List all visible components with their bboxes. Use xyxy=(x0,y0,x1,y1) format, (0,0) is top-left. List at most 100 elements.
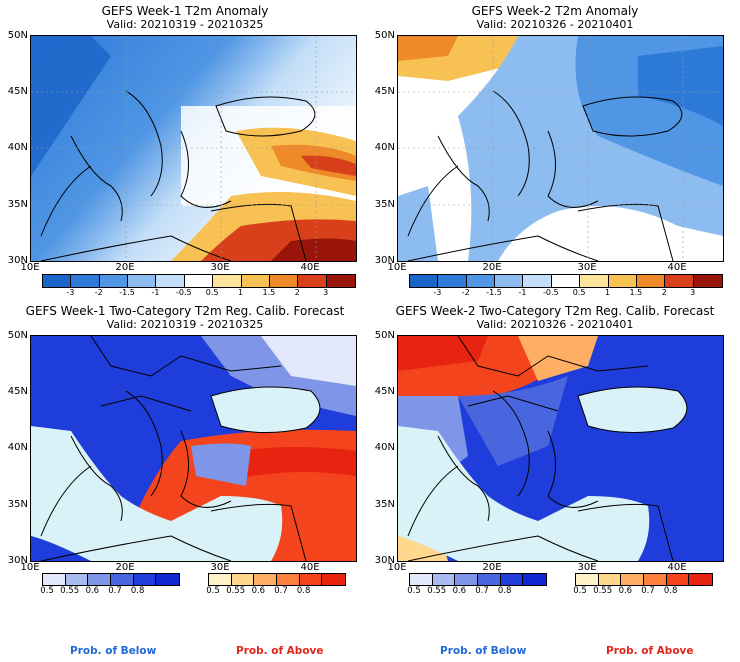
lon-label: 20E xyxy=(115,262,135,273)
colorbar-swatch xyxy=(665,275,694,287)
colorbar-tick-label: -1.5 xyxy=(486,288,502,297)
prob-above-colorbar xyxy=(208,573,346,586)
colorbar-swatch xyxy=(523,275,552,287)
colorbar-swatch xyxy=(689,574,712,585)
lon-label: 30E xyxy=(210,262,230,273)
colorbar-tick-label: 0.6 xyxy=(251,586,266,596)
colorbar-swatch xyxy=(213,275,242,287)
panel-title: GEFS Week-2 T2m Anomaly xyxy=(471,4,639,18)
colorbar-swatch xyxy=(133,574,157,585)
lon-label: 20E xyxy=(482,562,502,573)
colorbar-tick-label: 0.8 xyxy=(130,586,145,596)
panel-week1-probability: GEFS Week-1 Two-Category T2m Reg. Calib.… xyxy=(0,300,370,600)
lat-label: 45N xyxy=(7,86,28,97)
lat-label: 35N xyxy=(374,199,395,210)
colorbar-tick-label: -3 xyxy=(433,288,442,297)
colorbar-swatch xyxy=(99,275,129,287)
colorbar-swatch xyxy=(643,574,667,585)
lat-label: 50N xyxy=(7,330,28,341)
colorbar-swatch xyxy=(231,574,255,585)
panel-title: GEFS Week-1 Two-Category T2m Reg. Calib.… xyxy=(25,304,345,318)
lat-label: 50N xyxy=(374,30,395,41)
colorbar-tick-label: 1 xyxy=(237,288,244,297)
colorbar-swatch xyxy=(254,574,277,585)
prob-above-colorbar xyxy=(575,573,713,586)
map-week1-probability xyxy=(30,335,357,562)
lon-label: 40E xyxy=(667,562,687,573)
colorbar-swatch xyxy=(276,574,300,585)
prob-below-legend: Prob. of Below xyxy=(70,645,157,657)
colorbar-swatch xyxy=(184,275,214,287)
panel-valid: Valid: 20210319 - 20210325 xyxy=(106,18,264,31)
anomaly-colorbar xyxy=(409,274,723,288)
lat-label: 35N xyxy=(7,499,28,510)
lon-label: 30E xyxy=(577,262,597,273)
lat-label: 45N xyxy=(374,86,395,97)
colorbar-tick-label: 2 xyxy=(661,288,667,297)
panel-title: GEFS Week-2 Two-Category T2m Reg. Calib.… xyxy=(395,304,715,318)
lat-label: 35N xyxy=(374,499,395,510)
colorbar-tick-label: 0.7 xyxy=(641,586,655,596)
colorbar-tick-label: -0.5 xyxy=(176,288,192,297)
panel-valid: Valid: 20210319 - 20210325 xyxy=(106,318,264,331)
lat-label: 35N xyxy=(7,199,28,210)
colorbar-swatch xyxy=(299,574,323,585)
lat-label: 30N xyxy=(374,555,395,566)
colorbar-swatch xyxy=(580,275,609,287)
colorbar-swatch xyxy=(598,574,622,585)
lat-label: 40N xyxy=(7,142,28,153)
colorbar-swatch xyxy=(110,574,134,585)
colorbar-tick-label: 0.8 xyxy=(296,586,311,596)
panel-title: GEFS Week-1 T2m Anomaly xyxy=(101,4,269,18)
colorbar-tick-label: 3 xyxy=(323,288,329,297)
colorbar-tick-label: -1 xyxy=(518,288,527,297)
map-week2-anomaly xyxy=(397,35,724,262)
lat-label: 50N xyxy=(374,330,395,341)
colorbar-swatch xyxy=(88,574,111,585)
colorbar-tick-label: -2 xyxy=(94,288,103,297)
colorbar-swatch xyxy=(156,574,179,585)
colorbar-tick-label: 0.6 xyxy=(452,586,467,596)
colorbar-swatch xyxy=(636,275,666,287)
colorbar-tick-label: 0.6 xyxy=(618,586,633,596)
lon-label: 30E xyxy=(210,562,230,573)
lon-label: 10E xyxy=(387,262,407,273)
lon-label: 10E xyxy=(20,262,40,273)
colorbar-swatch xyxy=(666,574,690,585)
prob-below-legend: Prob. of Below xyxy=(440,645,527,657)
colorbar-tick-label: 0.5 xyxy=(572,288,586,297)
colorbar-tick-label: 0.55 xyxy=(226,586,246,596)
prob-above-legend: Prob. of Above xyxy=(236,645,324,657)
colorbar-tick-label: -0.5 xyxy=(543,288,559,297)
map-week2-probability xyxy=(397,335,724,562)
colorbar-tick-label: 0.55 xyxy=(60,586,80,596)
colorbar-tick-label: 1.5 xyxy=(629,288,643,297)
lon-label: 10E xyxy=(387,562,407,573)
colorbar-swatch xyxy=(326,275,355,287)
lon-label: 40E xyxy=(667,262,687,273)
colorbar-swatch xyxy=(495,275,524,287)
colorbar-tick-label: 0.8 xyxy=(663,586,678,596)
colorbar-swatch xyxy=(128,275,157,287)
lat-label: 30N xyxy=(7,555,28,566)
lon-label: 20E xyxy=(482,262,502,273)
prob-above-legend: Prob. of Above xyxy=(606,645,694,657)
panel-week2-anomaly: GEFS Week-2 T2m Anomaly Valid: 20210326 … xyxy=(370,0,740,300)
colorbar-tick-label: 0.7 xyxy=(274,586,288,596)
colorbar-tick-label: 2 xyxy=(294,288,300,297)
colorbar-tick-label: -1.5 xyxy=(119,288,135,297)
colorbar-swatch xyxy=(269,275,299,287)
colorbar-swatch xyxy=(693,275,722,287)
colorbar-swatch xyxy=(43,275,72,287)
colorbar-swatch xyxy=(209,574,232,585)
prob-below-colorbar xyxy=(42,573,180,586)
colorbar-swatch xyxy=(410,574,433,585)
colorbar-tick-label: -1 xyxy=(151,288,160,297)
colorbar-tick-label: 1.5 xyxy=(262,288,276,297)
lat-label: 50N xyxy=(7,30,28,41)
lon-label: 30E xyxy=(577,562,597,573)
panel-valid: Valid: 20210326 - 20210401 xyxy=(476,318,634,331)
colorbar-swatch xyxy=(477,574,501,585)
colorbar-tick-label: 0.5 xyxy=(40,586,54,596)
lon-label: 40E xyxy=(300,262,320,273)
